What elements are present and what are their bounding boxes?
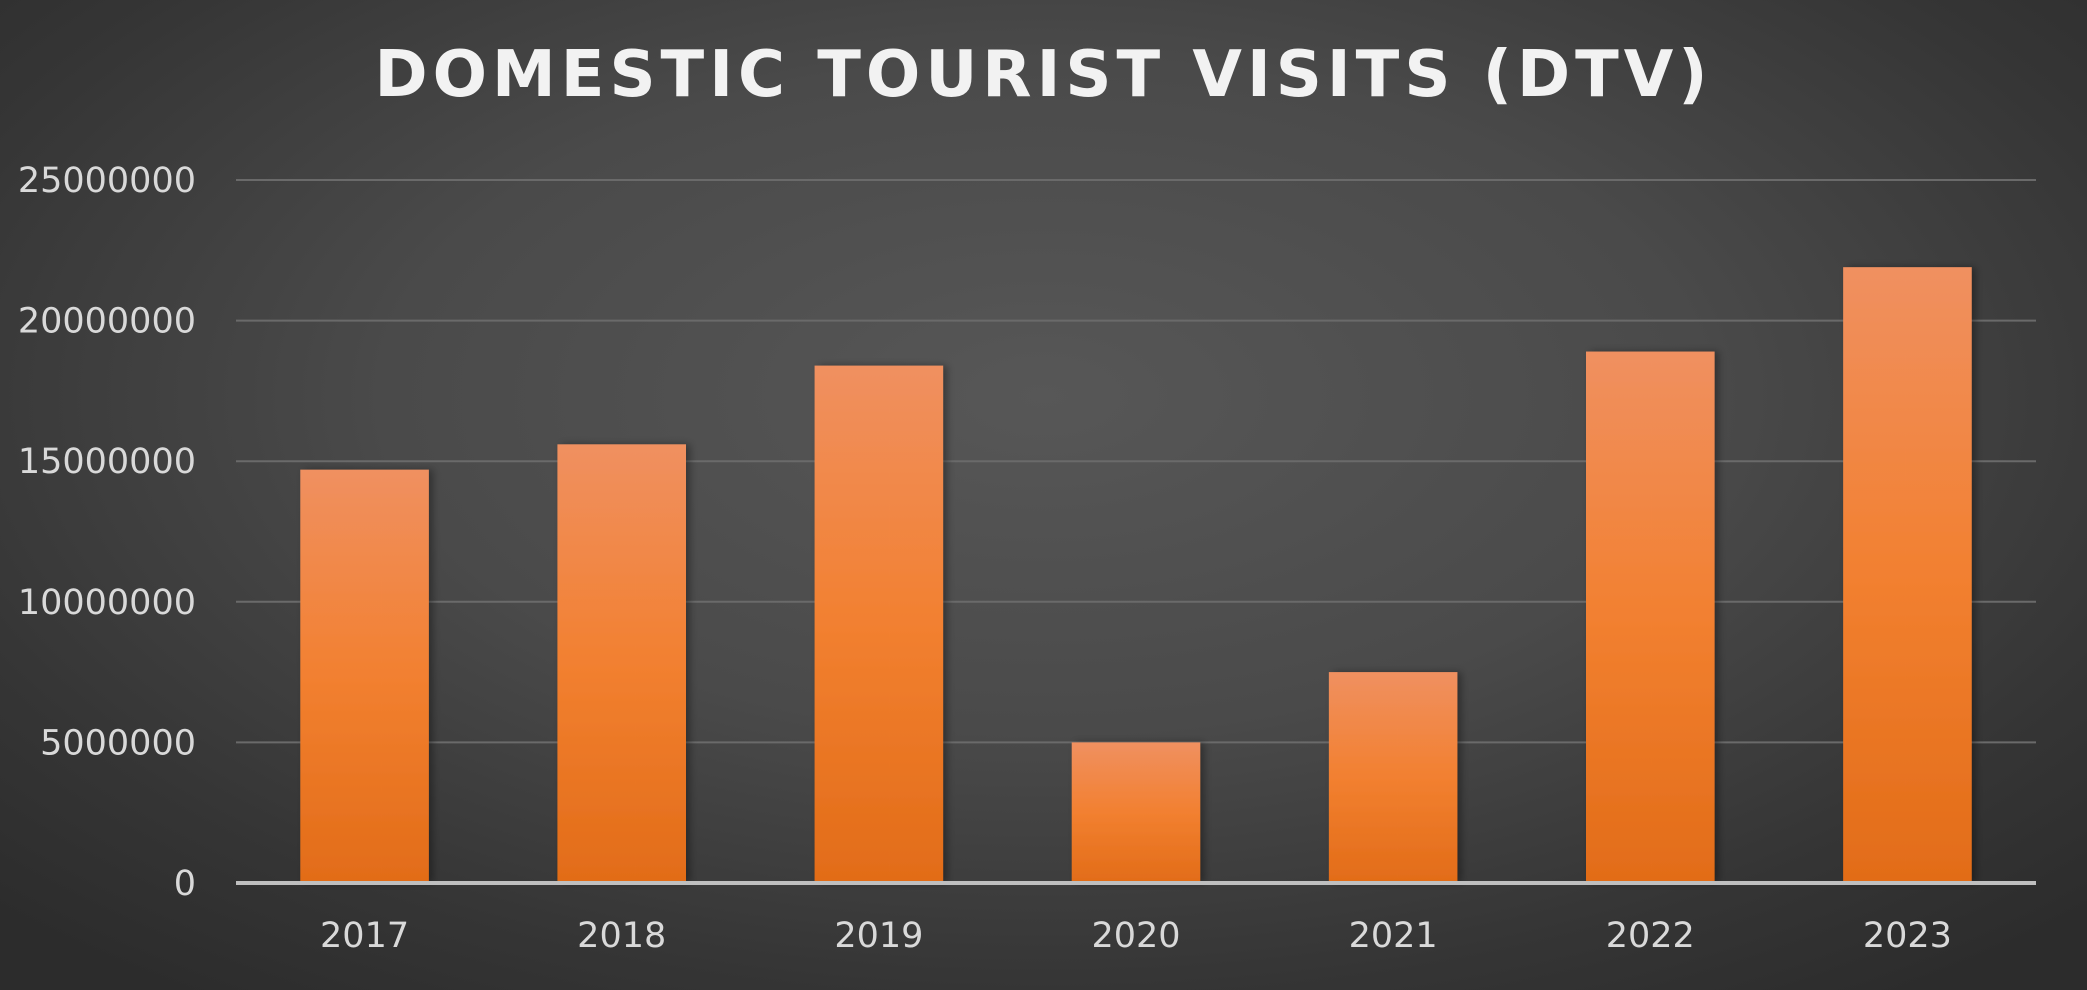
y-tick-label-20000000: 20000000 [18, 302, 196, 342]
x-tick-label-2023: 2023 [1863, 916, 1952, 956]
x-tick-label-2022: 2022 [1606, 916, 1695, 956]
y-tick-label-5000000: 5000000 [40, 723, 196, 763]
bar-2022 [1586, 351, 1715, 884]
gridlines [236, 179, 2036, 744]
tick-labels: 0 5000000 10000000 15000000 20000000 25000000… [18, 161, 1952, 956]
y-tick-label-25000000: 25000000 [18, 161, 196, 201]
bar-2018 [557, 444, 686, 883]
bar-2017 [300, 469, 429, 883]
chart-title: DOMESTIC TOURIST VISITS (DTV) [374, 38, 1713, 112]
x-tick-label-2018: 2018 [577, 916, 666, 956]
y-tick-label-15000000: 15000000 [18, 442, 196, 482]
bar-2021 [1328, 672, 1458, 883]
x-tick-label-2017: 2017 [320, 916, 409, 956]
x-tick-label-2021: 2021 [1349, 916, 1438, 956]
bars [300, 267, 1972, 884]
bar-2023 [1843, 267, 1972, 883]
x-tick-label-2020: 2020 [1091, 916, 1180, 956]
y-tick-label-0: 0 [174, 864, 196, 904]
y-tick-label-10000000: 10000000 [18, 583, 196, 623]
bar-2019 [814, 365, 944, 883]
x-tick-label-2019: 2019 [834, 916, 923, 956]
bar-2020 [1071, 742, 1201, 883]
